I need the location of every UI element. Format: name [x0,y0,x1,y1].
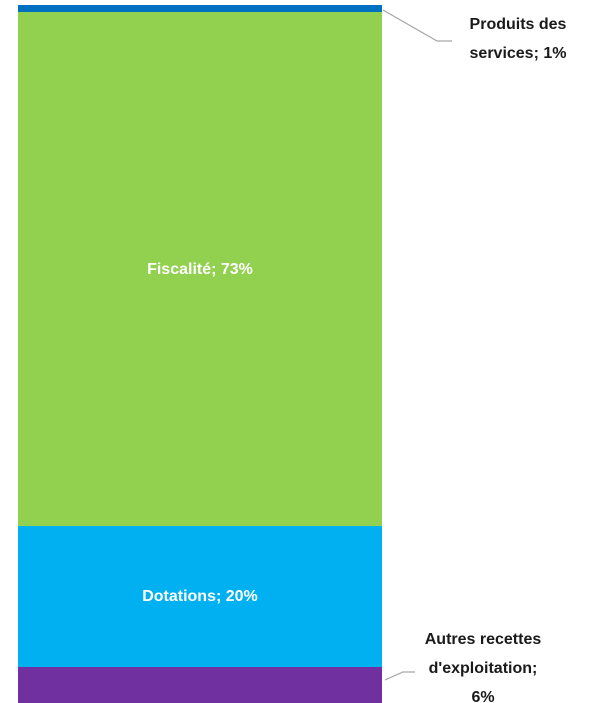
data-label: Produits des services; 1% [469,16,567,62]
leader-line [384,671,415,681]
bar-segment [18,666,382,703]
data-label: Fiscalité; 73% [147,260,253,278]
data-label: Dotations; 20% [142,587,258,605]
leader-line [382,9,452,42]
data-label: Autres recettes d'exploitation; 6% [424,631,542,703]
bar-segment [18,12,382,526]
bar-segment [18,5,382,13]
bar-segment [18,525,382,667]
